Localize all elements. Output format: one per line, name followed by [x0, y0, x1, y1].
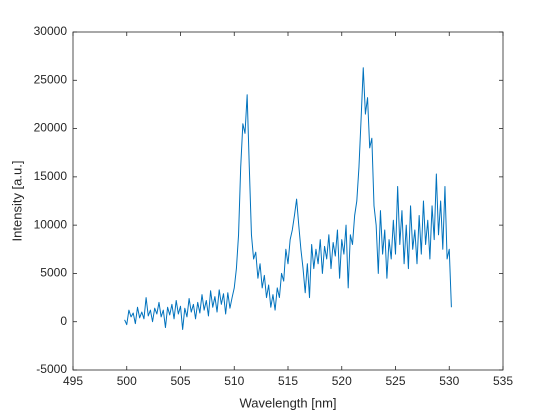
x-tick-label: 525: [385, 374, 405, 388]
x-tick-label: 495: [63, 374, 83, 388]
y-tick-label: 25000: [34, 72, 68, 86]
plot-frame: [72, 31, 504, 371]
x-tick-label: 515: [278, 374, 298, 388]
y-tick-label: 30000: [34, 24, 68, 38]
y-axis-label: Intensity [a.u.]: [9, 161, 24, 242]
data-line: [124, 67, 452, 330]
x-tick-label: 505: [170, 374, 190, 388]
y-tick-label: 0: [60, 314, 67, 328]
x-tick-label: 520: [332, 374, 352, 388]
x-tick-label: 530: [439, 374, 459, 388]
x-axis-label: Wavelength [nm]: [239, 395, 336, 410]
y-tick-label: -5000: [36, 362, 67, 376]
y-tick-label: 10000: [34, 217, 68, 231]
x-tick-label: 535: [493, 374, 513, 388]
x-tick-label: 500: [117, 374, 137, 388]
y-tick-label: 20000: [34, 121, 68, 135]
y-tick-label: 5000: [40, 266, 67, 280]
y-tick-label: 15000: [34, 169, 68, 183]
x-tick-label: 510: [224, 374, 244, 388]
